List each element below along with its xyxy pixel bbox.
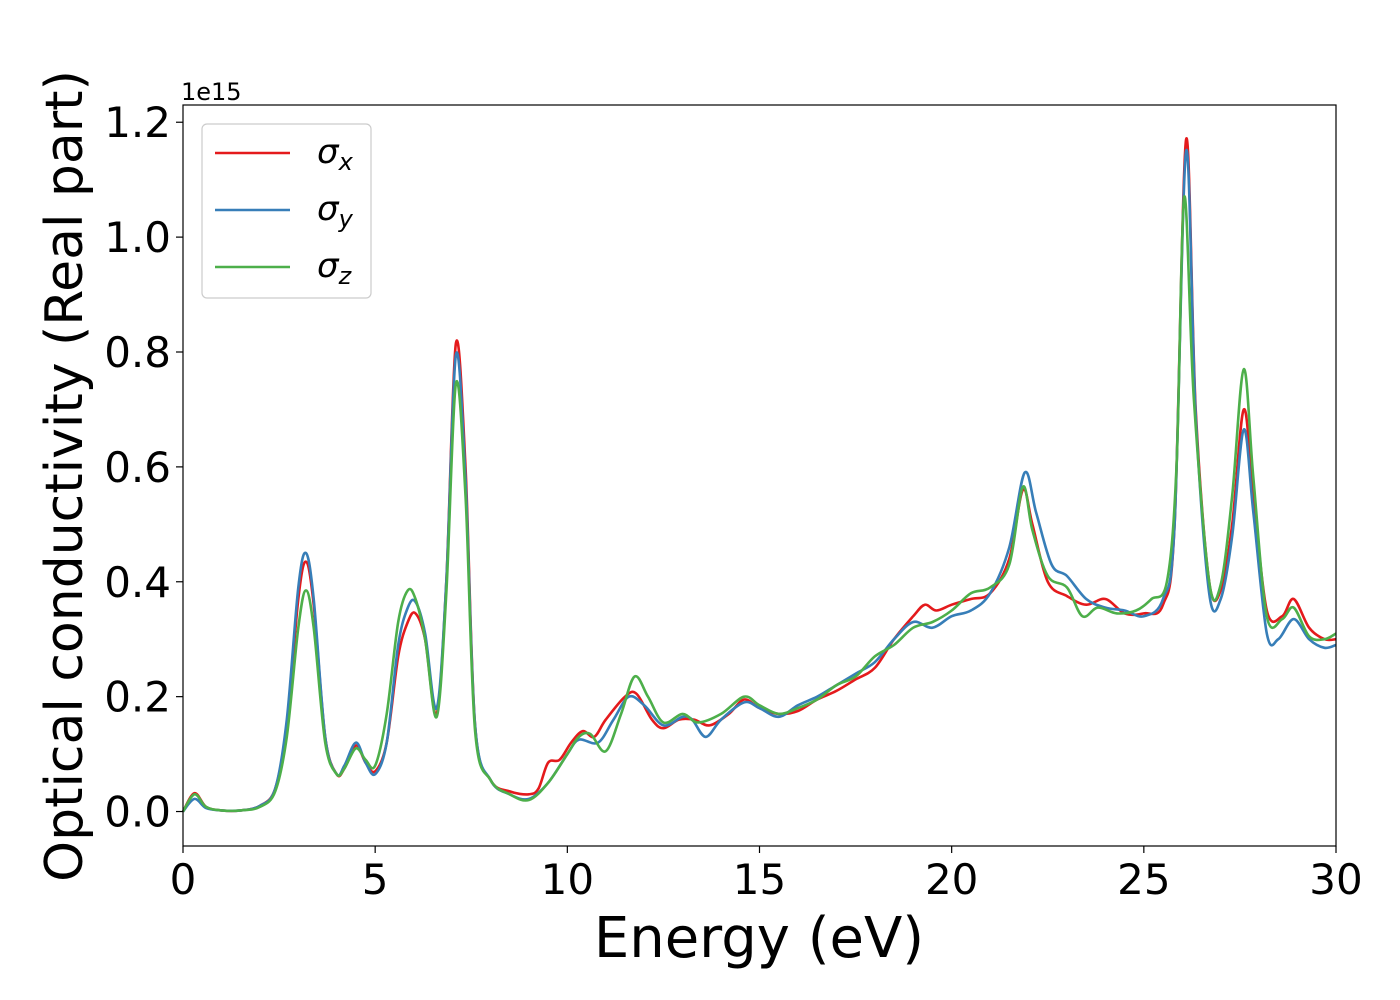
y-axis-label: Optical conductivity (Real part) [35, 70, 95, 882]
y-tick-label: 0.8 [104, 328, 171, 377]
y-tick-label: 0.6 [104, 443, 171, 492]
y-axis: 0.0 0.2 0.4 0.6 0.8 1.0 1.2 [104, 98, 183, 837]
x-axis-label: Energy (eV) [594, 906, 924, 971]
y-tick-label: 1.2 [104, 98, 171, 147]
legend: σx σy σz [201, 123, 372, 299]
x-tick-label: 5 [362, 855, 389, 904]
y-tick-label: 0.4 [104, 558, 171, 607]
y-tick-label: 0.0 [104, 788, 171, 837]
x-tick-label: 15 [733, 855, 786, 904]
series-line-y [181, 148, 1337, 813]
x-tick-label: 0 [170, 855, 197, 904]
legend-label-y: σy [317, 189, 354, 233]
y-tick-label: 0.2 [104, 673, 171, 722]
y-tick-label: 1.0 [104, 213, 171, 262]
series-line-z [181, 195, 1337, 813]
offset-text: 1e15 [181, 78, 242, 106]
legend-label-z: σz [317, 246, 353, 290]
legend-label-x: σx [317, 132, 354, 176]
x-tick-label: 30 [1309, 855, 1362, 904]
x-tick-label: 10 [541, 855, 594, 904]
x-axis: 0 5 10 15 20 25 30 [170, 846, 1363, 904]
x-tick-label: 20 [925, 855, 978, 904]
x-tick-label: 25 [1117, 855, 1170, 904]
series-layer [181, 137, 1337, 813]
